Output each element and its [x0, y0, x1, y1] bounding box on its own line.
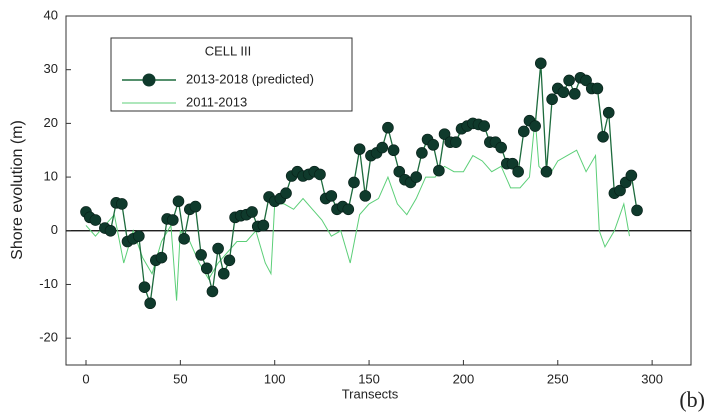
data-point: [387, 144, 400, 157]
data-point: [529, 120, 541, 132]
data-point: [557, 86, 570, 99]
x-axis-label: Transects: [342, 386, 399, 401]
data-point: [614, 184, 626, 197]
data-point: [144, 297, 156, 310]
data-point: [506, 157, 519, 170]
plot-area: [66, 57, 691, 310]
x-tick-label: 300: [641, 371, 663, 386]
legend-label: 2011-2013: [186, 94, 247, 109]
data-point: [246, 206, 258, 218]
data-point: [631, 204, 643, 217]
y-tick-label: 30: [44, 61, 58, 76]
data-point: [223, 254, 236, 267]
data-point: [257, 219, 270, 232]
data-point: [433, 164, 445, 177]
data-point: [534, 57, 547, 70]
data-point: [427, 139, 440, 151]
data-point: [212, 242, 224, 255]
legend-label: 2013-2018 (predicted): [186, 71, 314, 86]
data-point: [416, 147, 428, 159]
legend: CELL III 2013-2018 (predicted) 2011-2013: [110, 37, 353, 112]
x-tick-label: 150: [358, 371, 380, 386]
data-point: [353, 143, 366, 155]
data-point: [410, 171, 423, 183]
data-point: [325, 190, 338, 202]
data-point: [478, 120, 490, 132]
series-line: [85, 63, 638, 304]
data-point: [116, 198, 128, 210]
panel-label: (b): [679, 387, 705, 412]
y-tick-label: 20: [44, 115, 58, 130]
data-point: [217, 267, 230, 280]
data-point: [342, 203, 355, 216]
data-point: [195, 249, 207, 261]
data-point: [178, 233, 190, 245]
data-point: [167, 214, 179, 226]
data-point: [438, 128, 451, 140]
data-point: [200, 262, 213, 275]
data-point: [348, 176, 360, 189]
data-point: [393, 165, 406, 178]
legend-marker: [142, 73, 156, 87]
data-point: [597, 131, 609, 143]
data-point: [512, 165, 524, 178]
data-point: [359, 190, 372, 202]
data-point: [280, 187, 292, 199]
data-point: [580, 74, 592, 87]
data-point: [568, 88, 581, 100]
x-tick-label: 250: [547, 371, 569, 386]
data-point: [314, 168, 326, 181]
y-tick-label: 0: [51, 222, 58, 237]
data-point: [138, 281, 151, 293]
data-point: [155, 251, 168, 264]
legend-title: CELL III: [205, 43, 251, 58]
x-tick-label: 0: [82, 371, 89, 386]
x-tick-label: 100: [264, 371, 286, 386]
y-tick-label: 10: [44, 169, 58, 184]
data-point: [602, 106, 615, 119]
x-tick-label: 50: [173, 371, 187, 386]
data-point: [89, 214, 102, 226]
data-point: [376, 141, 389, 154]
data-point: [172, 195, 185, 208]
plot-frame: [65, 15, 692, 366]
data-point: [450, 136, 462, 148]
data-point: [625, 169, 638, 182]
data-point: [563, 74, 575, 87]
y-tick-label: -10: [39, 276, 58, 291]
data-point: [546, 93, 558, 106]
y-tick-label: 40: [44, 7, 58, 22]
data-point: [540, 165, 553, 178]
data-point: [133, 230, 145, 242]
y-axis-label: Shore evolution (m): [9, 120, 26, 260]
data-point: [104, 224, 117, 237]
data-point: [591, 82, 604, 95]
data-point: [518, 125, 530, 138]
data-point: [206, 285, 219, 298]
data-point: [495, 141, 507, 154]
x-tick-label: 200: [453, 371, 475, 386]
data-point: [382, 121, 394, 134]
y-tick-label: -20: [39, 330, 58, 345]
data-point: [189, 200, 202, 213]
